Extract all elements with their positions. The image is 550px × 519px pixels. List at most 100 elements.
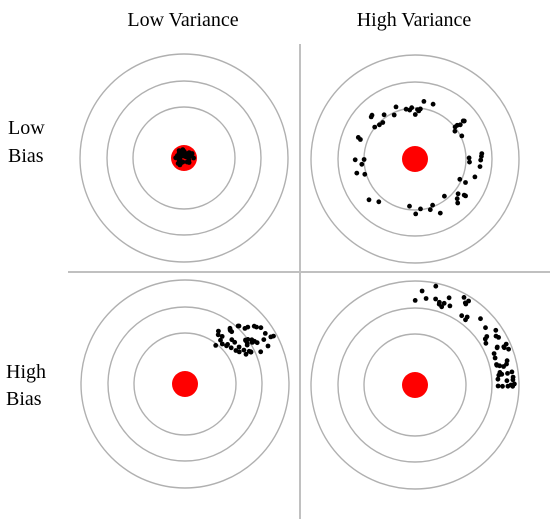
shot-dot <box>492 355 498 361</box>
shot-dot <box>430 101 436 107</box>
shot-dot <box>258 349 264 355</box>
target-high-bias-low-variance <box>80 279 290 489</box>
shot-dot <box>510 374 516 380</box>
bullseye <box>172 371 198 397</box>
shot-dot <box>377 122 382 128</box>
shot-dot <box>381 112 387 118</box>
shot-dot <box>442 193 447 199</box>
shot-dot <box>368 114 374 120</box>
shot-dot <box>254 340 260 346</box>
bullseye <box>402 146 428 172</box>
shot-dot <box>505 371 510 376</box>
row-label-low-bias-line2: Bias <box>8 145 44 167</box>
shot-dot <box>241 347 247 353</box>
target-ring-2 <box>337 307 493 463</box>
target-ring-1 <box>310 280 520 490</box>
target-ring-2 <box>107 306 263 462</box>
shot-dot <box>495 383 501 389</box>
shot-dot <box>493 333 499 339</box>
header-high-variance: High Variance <box>357 9 472 31</box>
shot-dot <box>271 333 276 339</box>
target-ring-1 <box>79 53 289 263</box>
shot-dot <box>219 334 225 339</box>
shot-dot <box>423 296 429 301</box>
target-low-bias-high-variance <box>310 54 520 264</box>
shot-dot <box>366 197 372 203</box>
shot-dot <box>501 364 506 369</box>
shot-dot <box>433 296 438 302</box>
shot-dot <box>497 370 503 375</box>
shot-dot <box>412 112 418 117</box>
shot-dot <box>215 332 221 338</box>
shot-dot <box>236 349 242 355</box>
shot-dot <box>362 171 368 177</box>
shot-dot <box>236 344 242 350</box>
shot-dot <box>249 337 255 343</box>
target-ring-1 <box>80 279 290 489</box>
shot-dot <box>391 112 397 118</box>
shot-dot <box>441 300 447 306</box>
row-label-high-bias-line2: Bias <box>6 388 42 410</box>
shot-dot <box>187 153 193 159</box>
shot-dot <box>505 383 511 389</box>
shot-dot <box>463 317 468 323</box>
shot-dot <box>421 99 427 104</box>
shot-dot <box>376 199 382 205</box>
shot-dot <box>452 128 458 134</box>
target-ring-3 <box>132 106 236 210</box>
shot-dot <box>403 106 409 112</box>
shot-dot <box>455 191 461 197</box>
shot-dot <box>258 325 264 331</box>
shot-dot <box>236 323 242 329</box>
shot-dot <box>478 316 483 322</box>
shot-dot <box>482 336 488 342</box>
target-low-bias-low-variance <box>79 53 289 263</box>
shot-dot <box>439 304 445 310</box>
row-label-high-bias-line1: High <box>6 361 46 383</box>
shot-dot <box>491 351 497 356</box>
shot-dot <box>244 341 250 347</box>
shot-dot <box>225 342 231 347</box>
shot-dot <box>478 157 484 163</box>
shot-dot <box>437 210 443 216</box>
shot-dot <box>512 381 517 387</box>
shot-dot <box>495 376 501 382</box>
shot-dot <box>265 343 271 349</box>
shot-dot <box>232 339 238 345</box>
shot-dot <box>463 193 468 199</box>
shot-dot <box>393 104 399 110</box>
shot-dot <box>180 147 186 153</box>
shot-dot <box>500 383 505 389</box>
shot-dot <box>493 327 499 333</box>
shot-dot <box>227 327 233 333</box>
shot-dot <box>412 298 418 303</box>
target-ring-3 <box>363 333 467 437</box>
shot-dot <box>506 346 511 352</box>
shot-dot <box>407 107 413 113</box>
shot-dot <box>457 122 463 128</box>
target-ring-2 <box>337 81 493 237</box>
shot-dot <box>213 343 219 348</box>
shot-dot <box>467 159 472 165</box>
shot-dot <box>457 176 463 182</box>
shot-dot <box>178 160 184 166</box>
target-high-bias-high-variance <box>310 280 520 490</box>
shot-dot <box>427 207 433 213</box>
shot-dot <box>461 295 467 300</box>
shot-dot <box>246 348 252 354</box>
header-low-variance: Low Variance <box>127 9 238 31</box>
shot-dot <box>463 180 468 185</box>
shot-dot <box>173 155 179 161</box>
shot-dot <box>228 345 234 351</box>
shot-dot <box>352 157 358 163</box>
shot-dot <box>176 152 182 158</box>
shot-dot <box>447 303 453 309</box>
shot-dot <box>380 120 386 125</box>
shot-dot <box>262 331 268 336</box>
shot-dot <box>358 137 363 142</box>
shot-dot <box>183 154 189 160</box>
shot-dot <box>430 202 435 208</box>
shot-dot <box>251 323 257 329</box>
shot-dot <box>261 337 267 342</box>
